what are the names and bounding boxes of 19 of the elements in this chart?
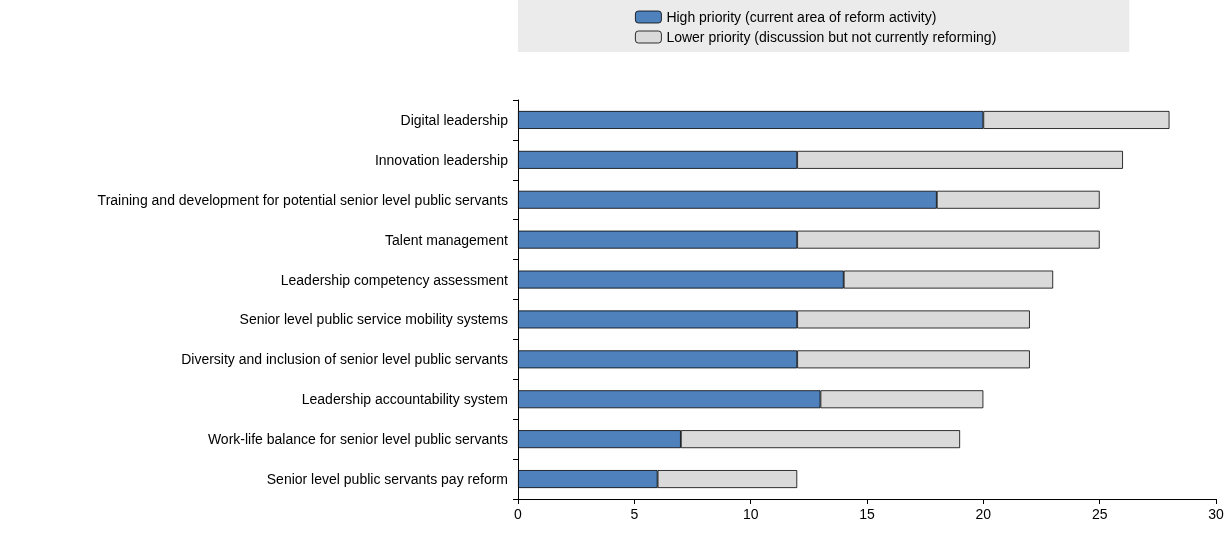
y-tick-label: Training and development for potential senior level public servants [97, 191, 508, 208]
y-tick-label: Senior level public servants pay reform [266, 471, 508, 488]
y-tick-label: Work-life balance for senior level public servants [207, 431, 508, 448]
x-tick-label: 15 [859, 506, 875, 522]
legend-label: High priority (current area of reform activity) [666, 9, 937, 25]
y-tick-label: Leadership accountability system [301, 391, 508, 408]
x-tick-label: 10 [742, 506, 759, 522]
y-tick-label: Talent management [385, 231, 509, 248]
x-tick-label: 20 [975, 506, 992, 522]
legend-label: Lower priority (discussion but not currently reforming) [666, 29, 997, 45]
y-tick-label: Senior level public service mobility systems [239, 311, 508, 328]
y-tick-label: Leadership competency assessment [280, 271, 509, 288]
x-tick-label: 25 [1091, 506, 1108, 522]
y-tick-label: Digital leadership [400, 111, 509, 128]
y-tick-label: Innovation leadership [374, 151, 509, 168]
x-tick-label: 30 [1208, 506, 1224, 522]
y-tick-label: Diversity and inclusion of senior level public servants [181, 351, 508, 368]
x-tick-label: 5 [630, 506, 639, 522]
x-tick-label: 0 [514, 506, 523, 522]
